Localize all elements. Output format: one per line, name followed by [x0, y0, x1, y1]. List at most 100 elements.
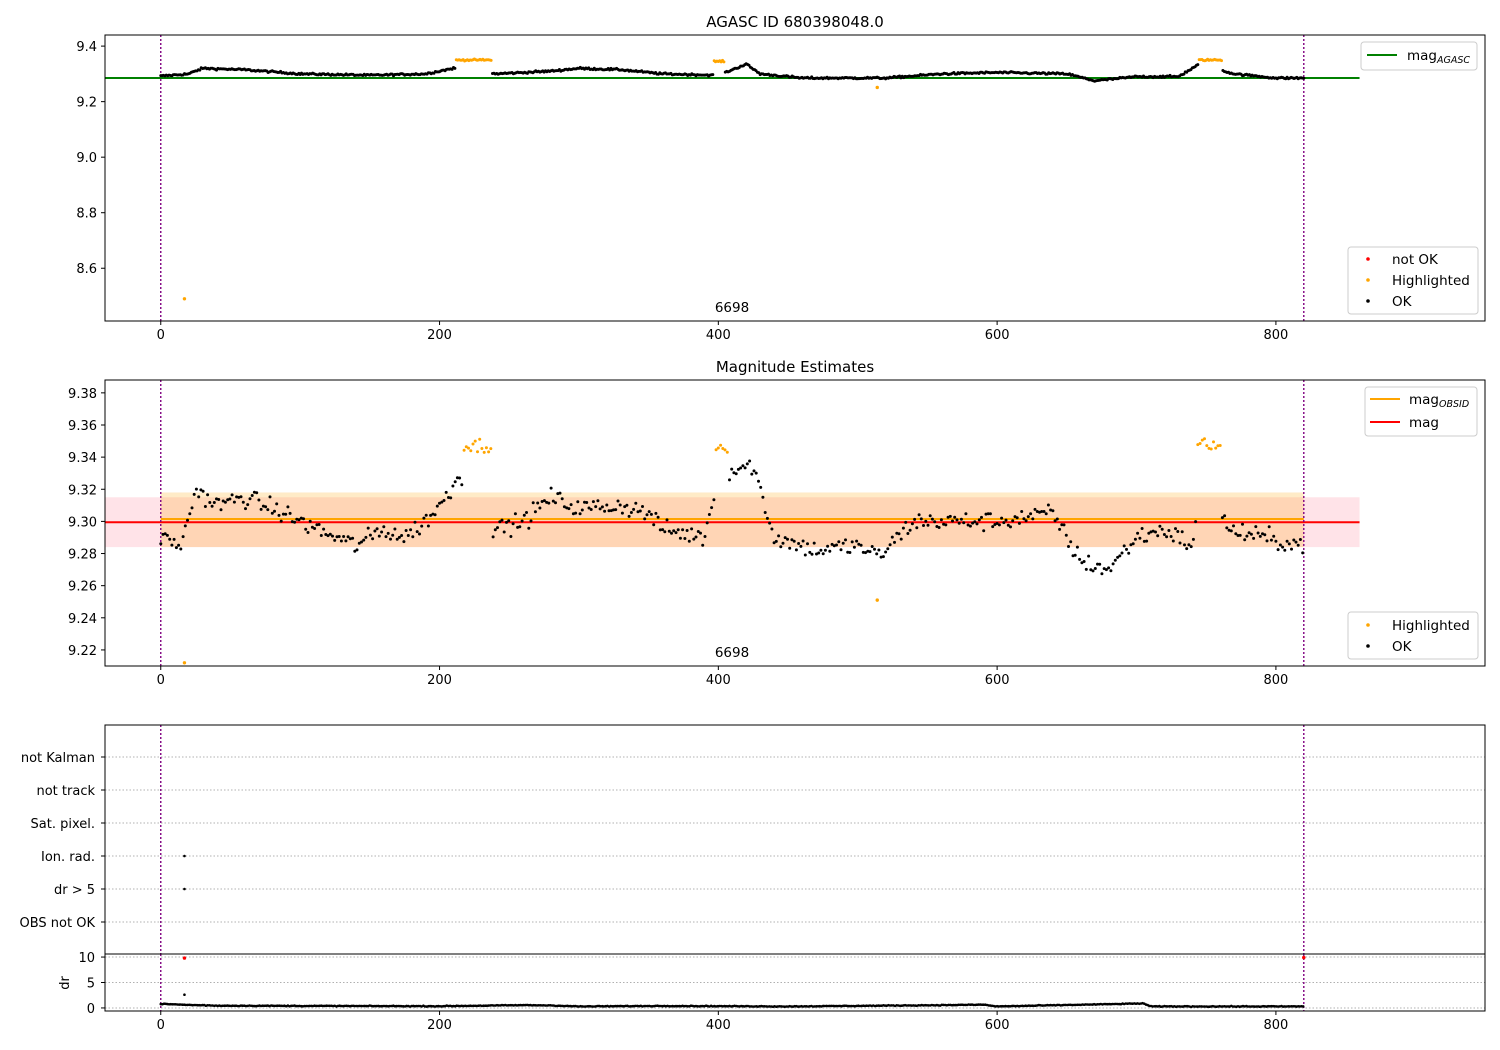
ok-point — [757, 479, 760, 483]
ok-point — [400, 534, 404, 537]
ok-point — [246, 503, 250, 507]
ok-point — [451, 484, 455, 488]
ok-point — [353, 549, 357, 553]
ok-point — [206, 493, 210, 497]
ok-point — [594, 505, 598, 509]
ok-point — [897, 532, 901, 536]
ok-point — [284, 512, 288, 516]
ok-point — [772, 541, 776, 545]
ok-point — [538, 506, 542, 510]
ok-point — [1078, 557, 1082, 561]
ok-point — [957, 521, 961, 525]
panel-magnitude-legend-upper: magOBSID mag — [1364, 386, 1478, 437]
ok-point — [525, 511, 528, 514]
panel-agasc: AGASC ID 680398048.0 6698 0 200 400 600 800 … — [76, 13, 1486, 343]
ok-point — [502, 530, 506, 534]
flag-category-label: dr > 5 — [54, 883, 95, 898]
ok-point — [567, 507, 571, 511]
ok-point — [953, 515, 957, 519]
ok-point — [1098, 562, 1102, 566]
ok-point — [1136, 531, 1140, 535]
dr-ok-point — [1301, 1005, 1305, 1008]
ok-point — [426, 524, 430, 528]
ok-point — [1009, 525, 1012, 529]
ok-point — [1185, 547, 1189, 551]
ok-point — [924, 519, 928, 523]
ok-point — [188, 512, 192, 516]
ok-point — [190, 506, 194, 510]
ok-point — [841, 541, 845, 545]
ok-point — [420, 524, 424, 528]
ok-point — [371, 537, 375, 541]
ok-point — [198, 68, 202, 72]
ok-point — [944, 523, 948, 527]
ok-point — [901, 526, 905, 530]
legend-mag-obsid-sub: OBSID — [1439, 399, 1469, 410]
ok-point — [547, 501, 551, 505]
ok-point — [754, 471, 758, 475]
x-tick-label: 200 — [427, 328, 452, 343]
ok-point — [1169, 535, 1173, 538]
ok-point — [377, 534, 381, 538]
y-tick-label: 5 — [87, 977, 95, 992]
ok-point — [357, 541, 361, 545]
ok-point — [616, 499, 620, 503]
ok-point — [810, 552, 814, 556]
ok-point — [578, 512, 582, 516]
ok-point — [676, 528, 680, 532]
ok-point — [1290, 547, 1293, 551]
ok-point — [273, 509, 276, 513]
ok-point — [453, 66, 457, 70]
x-tick-label: 400 — [706, 328, 731, 343]
ok-point — [1053, 519, 1057, 523]
flag-category-label: Ion. rad. — [41, 850, 95, 865]
ok-point — [975, 522, 979, 526]
ok-point — [1002, 521, 1006, 525]
ok-point — [1252, 536, 1256, 540]
ok-point — [438, 501, 441, 505]
ok-point — [612, 508, 615, 512]
ok-point — [255, 491, 259, 495]
ok-point — [455, 476, 459, 480]
ok-point — [801, 539, 805, 543]
ok-point — [685, 529, 689, 532]
ok-point — [736, 467, 740, 471]
highlighted-point — [1203, 437, 1206, 441]
ok-point — [163, 532, 167, 536]
ok-point — [962, 521, 966, 525]
ok-point — [614, 508, 618, 512]
highlighted-point — [1209, 447, 1213, 451]
ok-point — [1167, 529, 1171, 532]
ok-point — [522, 513, 526, 517]
x-tick-label: 600 — [985, 328, 1010, 343]
ok-point — [690, 527, 694, 531]
ok-point — [391, 533, 395, 537]
legend-dot-ok — [1366, 299, 1370, 303]
ok-point — [1281, 545, 1285, 549]
highlighted-point — [1220, 59, 1223, 63]
flag-category-label: Sat. pixel. — [31, 817, 95, 832]
ok-point — [1129, 543, 1133, 547]
ok-point — [603, 509, 607, 513]
dr-ok-point — [183, 993, 186, 997]
legend-highlighted-label: Highlighted — [1392, 618, 1470, 634]
ok-point — [835, 543, 838, 547]
highlighted-point — [723, 448, 727, 452]
ok-point — [217, 498, 221, 501]
y-tick-label: 9.30 — [68, 515, 97, 530]
ok-point — [667, 529, 671, 533]
ok-point — [857, 542, 861, 546]
ok-point — [641, 505, 644, 508]
ok-point — [681, 528, 685, 532]
ok-point — [304, 527, 308, 531]
ok-point — [926, 523, 930, 527]
ok-point — [779, 545, 783, 549]
dr-not-ok-point — [182, 956, 187, 960]
ok-point — [1294, 540, 1298, 544]
y-tick-label: 9.22 — [68, 644, 97, 659]
ok-point — [496, 526, 499, 530]
ok-point — [435, 504, 439, 508]
ok-point — [707, 513, 711, 516]
ok-point — [493, 528, 497, 532]
